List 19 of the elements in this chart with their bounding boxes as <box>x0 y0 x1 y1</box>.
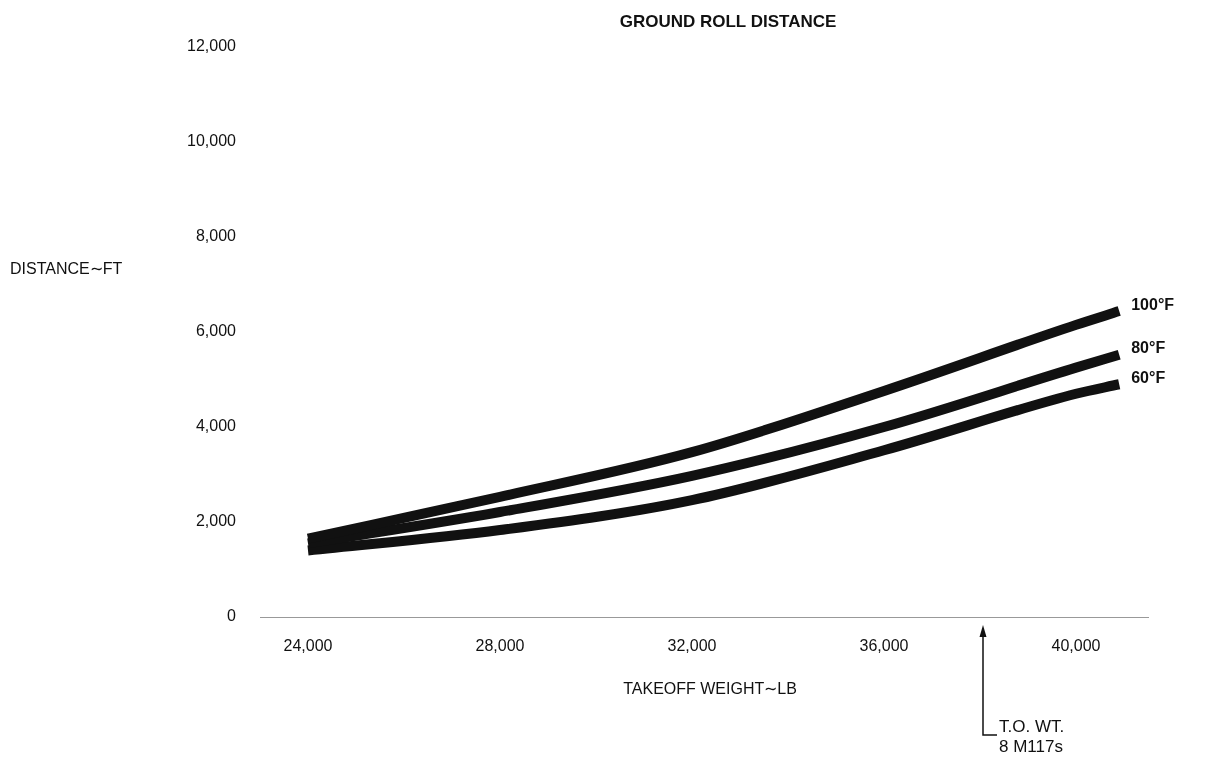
y-tick-label: 2,000 <box>195 512 237 530</box>
y-tick-label: 10,000 <box>187 132 237 150</box>
y-axis-title: DISTANCE∼FT <box>10 260 123 278</box>
y-tick-label: 8,000 <box>195 227 237 245</box>
y-tick-label: 12,000 <box>187 37 237 55</box>
text: T.O. WT. 8 M117s <box>999 716 1065 756</box>
x-tick-label: 32,000 <box>667 637 717 655</box>
x-tick-label: 36,000 <box>859 637 909 655</box>
y-tick-label: 6,000 <box>195 322 237 340</box>
x-tick-label: 24,000 <box>283 637 333 655</box>
x-axis-title: TAKEOFF WEIGHT∼LB <box>623 680 797 698</box>
chart-title: GROUND ROLL DISTANCE <box>619 11 837 31</box>
y-tick-label: 4,000 <box>195 417 237 435</box>
series-label: 80°F <box>1131 339 1166 357</box>
x-tick-label: 40,000 <box>1051 637 1101 655</box>
y-tick-label: 0 <box>227 607 237 625</box>
series-label: 60°F <box>1131 368 1166 386</box>
series-label: 100°F <box>1131 295 1175 313</box>
x-tick-label: 28,000 <box>475 637 525 655</box>
